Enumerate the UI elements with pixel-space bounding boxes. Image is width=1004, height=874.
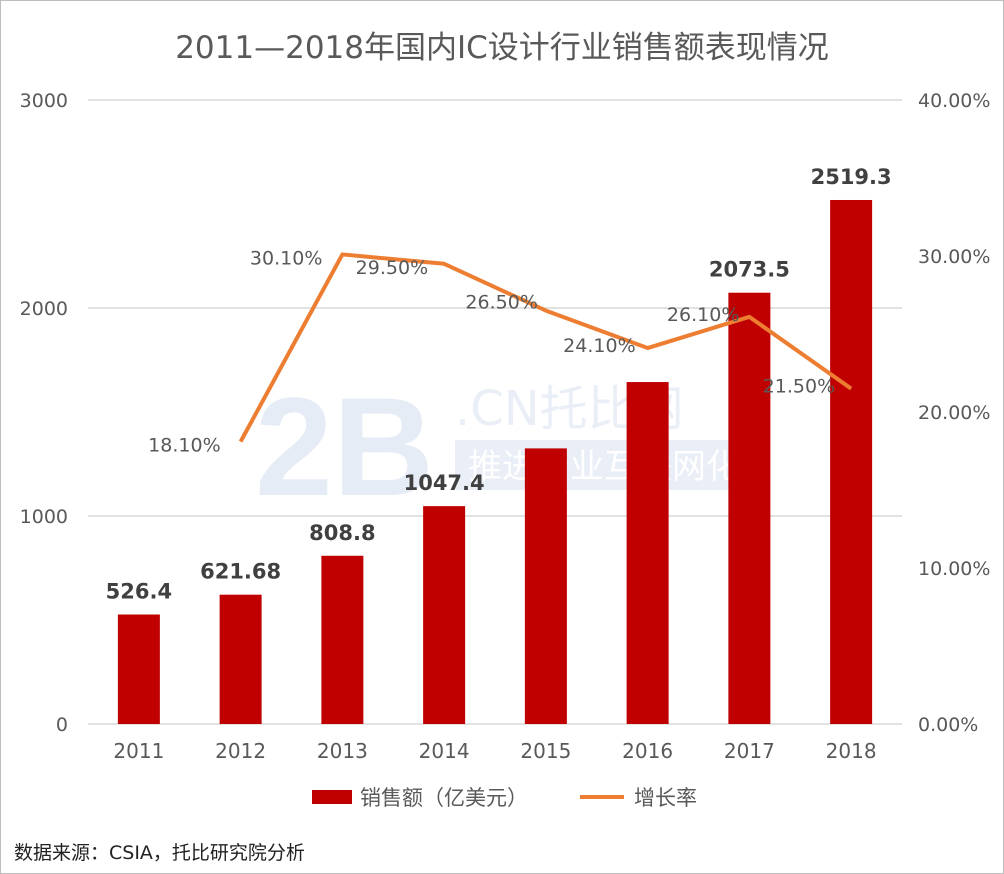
line-data-label: 21.50% bbox=[763, 376, 835, 398]
legend-swatch-line bbox=[580, 795, 624, 799]
bar bbox=[423, 506, 466, 724]
chart-title: 2011—2018年国内IC设计行业销售额表现情况 bbox=[175, 30, 829, 66]
line-series bbox=[238, 252, 853, 443]
right-axis-tick-label: 20.00% bbox=[918, 402, 990, 424]
bar-series bbox=[117, 199, 873, 724]
bar-data-label: 2073.5 bbox=[709, 258, 790, 282]
left-axis-tick-label: 1000 bbox=[20, 506, 68, 528]
bar bbox=[321, 555, 364, 724]
legend-swatch-bar bbox=[312, 790, 352, 804]
x-axis-tick-label: 2018 bbox=[826, 739, 877, 763]
bar bbox=[830, 199, 873, 724]
bar-data-label: 808.8 bbox=[309, 521, 375, 545]
bar-data-label: 526.4 bbox=[106, 580, 172, 604]
bar-data-label: 621.68 bbox=[200, 560, 281, 584]
legend: 销售额（亿美元） 增长率 bbox=[0, 782, 1004, 812]
right-axis-tick-label: 10.00% bbox=[918, 558, 990, 580]
bar bbox=[219, 594, 262, 724]
bar bbox=[117, 614, 160, 724]
axes: 0 1000 2000 3000 0.00% 10.00% 20.00% 30.00% 40.0… bbox=[20, 90, 991, 763]
watermark-logo: 2B bbox=[255, 368, 434, 525]
line-data-label: 18.10% bbox=[148, 435, 220, 457]
x-axis-tick-label: 2013 bbox=[317, 739, 368, 763]
line-data-label: 30.10% bbox=[250, 247, 322, 269]
legend-label-growth: 增长率 bbox=[634, 786, 697, 810]
left-axis-tick-label: 2000 bbox=[20, 298, 68, 320]
bar bbox=[524, 448, 567, 724]
x-axis-tick-label: 2015 bbox=[520, 739, 571, 763]
line-data-label: 26.10% bbox=[667, 304, 739, 326]
bar-data-label: 2519.3 bbox=[811, 165, 892, 189]
line-data-label: 29.50% bbox=[356, 257, 428, 279]
right-axis-tick-label: 30.00% bbox=[918, 246, 990, 268]
line-data-label: 26.50% bbox=[465, 292, 537, 314]
legend-label-sales: 销售额（亿美元） bbox=[360, 786, 528, 810]
right-axis-tick-label: 0.00% bbox=[918, 714, 978, 736]
x-axis-tick-label: 2011 bbox=[113, 739, 164, 763]
bar bbox=[728, 292, 771, 724]
data-labels: 526.4 621.68 808.8 1047.4 2073.5 2519.3 18.10%… bbox=[106, 165, 892, 604]
left-axis-tick-label: 3000 bbox=[20, 90, 68, 112]
bar-data-label: 1047.4 bbox=[404, 471, 485, 495]
watermark-slogan: 推进产业互联网化 bbox=[468, 447, 740, 487]
source-note: 数据来源：CSIA，托比研究院分析 bbox=[14, 842, 305, 864]
x-axis-tick-label: 2012 bbox=[215, 739, 266, 763]
legend-item-growth: 增长率 bbox=[580, 782, 697, 812]
watermark: 2B .CN托比网 推进产业互联网化 bbox=[255, 368, 750, 525]
x-axis-tick-label: 2014 bbox=[419, 739, 470, 763]
watermark-slogan-bg bbox=[455, 440, 750, 490]
legend-item-sales: 销售额（亿美元） bbox=[312, 782, 528, 812]
x-axis-tick-label: 2017 bbox=[724, 739, 775, 763]
bar bbox=[626, 382, 669, 724]
left-axis-tick-label: 0 bbox=[56, 714, 68, 736]
x-axis-tick-label: 2016 bbox=[622, 739, 673, 763]
growth-line bbox=[238, 252, 853, 443]
right-axis-tick-label: 40.00% bbox=[918, 90, 990, 112]
line-data-label: 24.10% bbox=[563, 335, 635, 357]
